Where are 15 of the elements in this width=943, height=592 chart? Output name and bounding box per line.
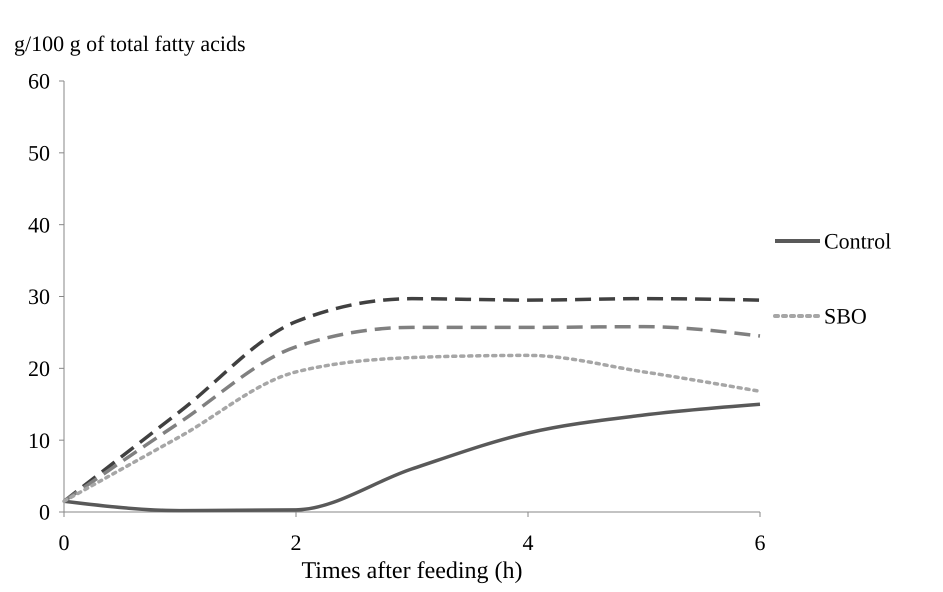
y-tick-label: 60 <box>28 68 50 94</box>
y-tick-label: 20 <box>28 356 50 382</box>
x-tick-label: 0 <box>58 530 70 555</box>
y-tick-label: 0 <box>39 500 50 525</box>
x-tick-label: 4 <box>522 530 534 555</box>
y-tick-label: 30 <box>28 284 50 310</box>
legend-label: Control <box>824 228 892 254</box>
x-tick-label: 6 <box>754 530 766 555</box>
y-tick-label: 10 <box>28 428 50 453</box>
y-tick-label: 40 <box>28 212 50 238</box>
y-axis-title: g/100 g of total fatty acids <box>14 31 246 56</box>
x-axis-title: Times after feeding (h) <box>301 558 523 584</box>
legend-label: SBO <box>824 304 867 329</box>
x-tick-label: 2 <box>290 530 302 555</box>
y-tick-label: 50 <box>28 140 50 166</box>
